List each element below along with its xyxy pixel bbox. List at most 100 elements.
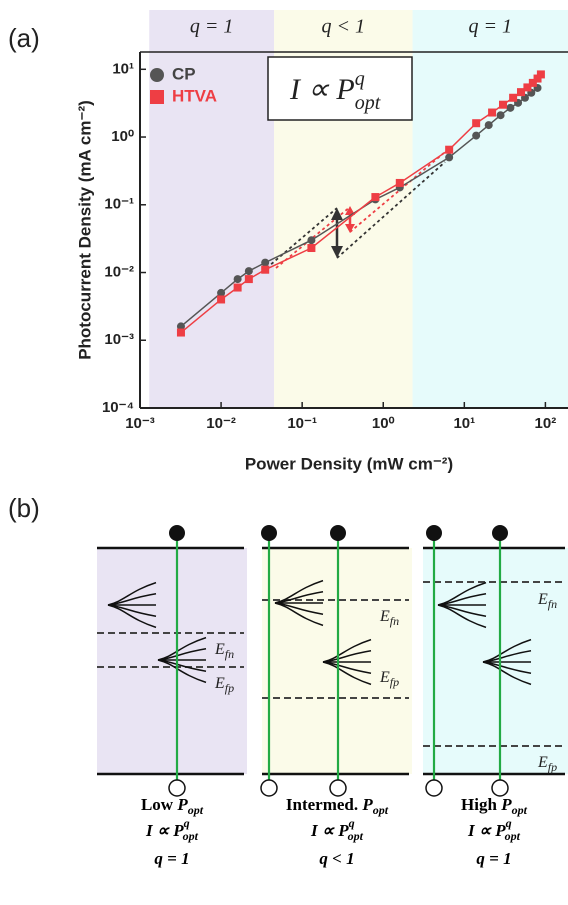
hole [260, 779, 278, 797]
electron [330, 525, 346, 541]
y-axis-label: Photocurrent Density (mA cm⁻²) [75, 100, 94, 360]
caption: High Popt [461, 795, 528, 817]
q-value: q = 1 [476, 849, 511, 868]
law-base: I ∝ P [145, 821, 184, 840]
law-sup: q [349, 816, 355, 830]
level-label: Efn [379, 608, 399, 628]
law-sub: opt [505, 829, 521, 843]
point [217, 288, 226, 297]
point [244, 267, 253, 276]
y-tick-label: 10¹ [112, 60, 134, 77]
point [536, 70, 545, 79]
annotation-base: I ∝ P [289, 73, 355, 106]
level-base: E [379, 669, 390, 686]
level-sub: fn [548, 597, 557, 611]
level-base: E [214, 675, 225, 692]
point [176, 322, 185, 331]
region-label: q = 1 [469, 16, 513, 38]
point [307, 244, 316, 253]
level-base: E [379, 608, 390, 625]
legend-marker [150, 90, 164, 104]
level-label: Efn [214, 641, 234, 661]
y-tick-label: 10⁻³ [104, 331, 134, 348]
level-sub: fp [225, 681, 234, 695]
point [217, 295, 226, 304]
caption-sub: opt [512, 803, 528, 817]
density-of-states [482, 661, 532, 686]
x-tick-label: 10⁻³ [125, 415, 155, 432]
annotation-sub: opt [355, 92, 381, 114]
law-sub: opt [348, 829, 364, 843]
guide-line [349, 151, 446, 233]
point [261, 265, 270, 274]
density-of-states [437, 604, 487, 629]
level-label: Efp [379, 669, 399, 689]
region-label: q < 1 [322, 16, 366, 38]
level-sub: fn [225, 647, 234, 661]
point [176, 328, 185, 337]
law-sup: q [506, 816, 512, 830]
x-axis-label: Power Density (mW cm⁻²) [245, 454, 453, 473]
region [412, 10, 568, 408]
band-background [97, 548, 247, 774]
point [516, 88, 525, 97]
point [533, 74, 542, 83]
region-label: q = 1 [190, 16, 234, 38]
point [233, 283, 242, 292]
point [445, 153, 454, 162]
arrow-head [331, 208, 343, 258]
point [523, 83, 532, 92]
y-tick-label: 10⁻² [104, 263, 134, 280]
panel-label: (a) [8, 23, 40, 53]
level-sub: fp [390, 675, 399, 689]
q-value: q = 1 [154, 849, 189, 868]
panel-label: (b) [8, 493, 40, 523]
point [472, 119, 481, 128]
hole [425, 779, 443, 797]
hole [168, 779, 186, 797]
guides [261, 151, 446, 273]
point [472, 131, 481, 140]
q-value: q < 1 [319, 849, 354, 868]
electron [261, 525, 277, 541]
y-tick-label: 10⁻⁴ [102, 399, 134, 416]
point [445, 145, 454, 154]
level-sub: fp [548, 760, 557, 774]
x-tick-label: 10⁻² [206, 415, 236, 432]
point [528, 78, 537, 87]
law-sup: q [184, 816, 190, 830]
law: I ∝ Pq opt [145, 816, 199, 843]
level-base: E [537, 591, 548, 608]
point [499, 100, 508, 109]
point [488, 108, 497, 117]
y-tick-label: 10⁻¹ [104, 196, 134, 213]
region [149, 10, 275, 408]
level-label: Efp [537, 754, 557, 774]
point [509, 93, 518, 102]
legend-marker [150, 68, 164, 82]
level-sub: fn [390, 614, 399, 628]
x-tick-label: 10² [535, 415, 557, 432]
caption-var: P [361, 795, 373, 814]
band-background [423, 548, 568, 774]
x-tick-label: 10⁻¹ [287, 415, 317, 432]
hole [491, 779, 509, 797]
law-sub: opt [183, 829, 199, 843]
arrow-head [345, 206, 355, 233]
caption-prefix: High [461, 795, 501, 814]
density-of-states [157, 659, 207, 684]
level-label: Efn [537, 591, 557, 611]
caption-prefix: Low [141, 795, 177, 814]
legend-label: CP [172, 64, 196, 83]
level-label: Efp [214, 675, 234, 695]
regions: q = 1 q < 1 q = 1 [149, 10, 568, 408]
point [484, 121, 493, 130]
x-tick-label: 10¹ [453, 415, 475, 432]
law: I ∝ Pq opt [310, 816, 364, 843]
annotation-box [267, 56, 413, 121]
hole [329, 779, 347, 797]
x-tick-label: 10⁰ [372, 415, 395, 432]
density-of-states [322, 661, 372, 686]
point [244, 275, 253, 284]
